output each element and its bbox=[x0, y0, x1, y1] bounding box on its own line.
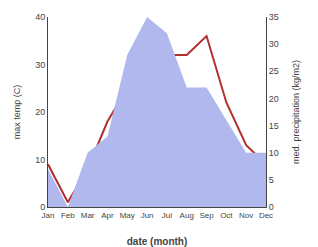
svg-text:35: 35 bbox=[269, 12, 279, 22]
svg-text:Feb: Feb bbox=[61, 211, 75, 220]
svg-text:20: 20 bbox=[269, 94, 279, 104]
svg-text:Sep: Sep bbox=[199, 211, 214, 220]
svg-text:10: 10 bbox=[269, 148, 279, 158]
svg-text:Oct: Oct bbox=[220, 211, 233, 220]
svg-text:Jan: Jan bbox=[42, 211, 55, 220]
svg-text:Jul: Jul bbox=[162, 211, 172, 220]
svg-text:date (month): date (month) bbox=[127, 236, 188, 247]
svg-text:May: May bbox=[120, 211, 135, 220]
svg-text:Apr: Apr bbox=[101, 211, 114, 220]
svg-text:Aug: Aug bbox=[180, 211, 194, 220]
svg-text:10: 10 bbox=[35, 155, 45, 165]
svg-text:5: 5 bbox=[269, 175, 274, 185]
svg-text:30: 30 bbox=[35, 60, 45, 70]
svg-text:Jun: Jun bbox=[141, 211, 154, 220]
svg-text:20: 20 bbox=[35, 107, 45, 117]
svg-text:0: 0 bbox=[269, 202, 274, 212]
svg-text:25: 25 bbox=[269, 66, 279, 76]
svg-text:Nov: Nov bbox=[239, 211, 253, 220]
svg-text:40: 40 bbox=[35, 12, 45, 22]
svg-text:med. precipitation (kg/m2): med. precipitation (kg/m2) bbox=[291, 60, 301, 164]
svg-text:Dec: Dec bbox=[259, 211, 273, 220]
svg-text:max temp (C): max temp (C) bbox=[12, 85, 22, 140]
svg-text:Mar: Mar bbox=[81, 211, 95, 220]
svg-text:30: 30 bbox=[269, 39, 279, 49]
svg-text:15: 15 bbox=[269, 121, 279, 131]
svg-text:0: 0 bbox=[40, 202, 45, 212]
